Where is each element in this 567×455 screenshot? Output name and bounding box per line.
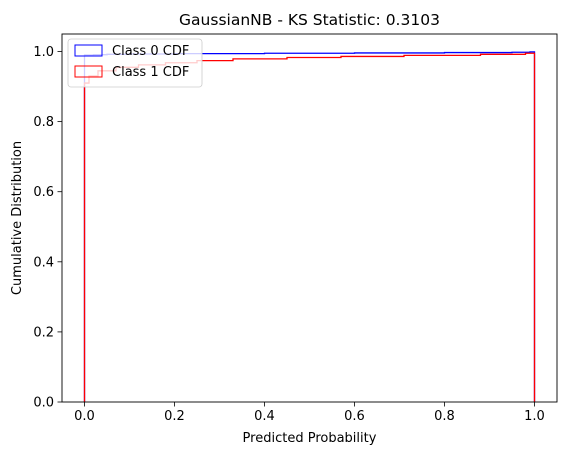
y-tick-label: 1.0 [33, 45, 54, 60]
x-tick-label: 0.2 [164, 409, 185, 424]
y-axis: 0.0 0.2 0.4 0.6 0.8 1.0 [33, 45, 62, 411]
plot-frame [61, 33, 558, 403]
y-tick-label: 0.2 [33, 325, 54, 340]
y-tick-label: 0.8 [33, 115, 54, 130]
x-tick-label: 0.0 [74, 409, 95, 424]
x-axis-label: Predicted Probability [243, 431, 377, 446]
legend: Class 0 CDF Class 1 CDF [67, 38, 203, 88]
x-tick-label: 1.0 [524, 409, 545, 424]
legend-label-class-0: Class 0 CDF [112, 44, 189, 59]
y-tick-label: 0.4 [33, 255, 54, 270]
x-tick-label: 0.8 [434, 409, 455, 424]
x-tick-label: 0.6 [344, 409, 365, 424]
y-tick-label: 0.6 [33, 185, 54, 200]
x-tick-label: 0.4 [254, 409, 275, 424]
legend-label-class-1: Class 1 CDF [112, 65, 189, 80]
x-axis: 0.0 0.2 0.4 0.6 0.8 1.0 [74, 402, 545, 424]
y-axis-label: Cumulative Distribution [10, 141, 25, 295]
plot-area [62, 34, 557, 402]
y-tick-label: 0.0 [33, 396, 54, 411]
legend-swatch-class-0 [74, 44, 103, 57]
legend-swatch-class-1 [74, 65, 103, 78]
chart-title: GaussianNB - KS Statistic: 0.3103 [179, 11, 440, 29]
